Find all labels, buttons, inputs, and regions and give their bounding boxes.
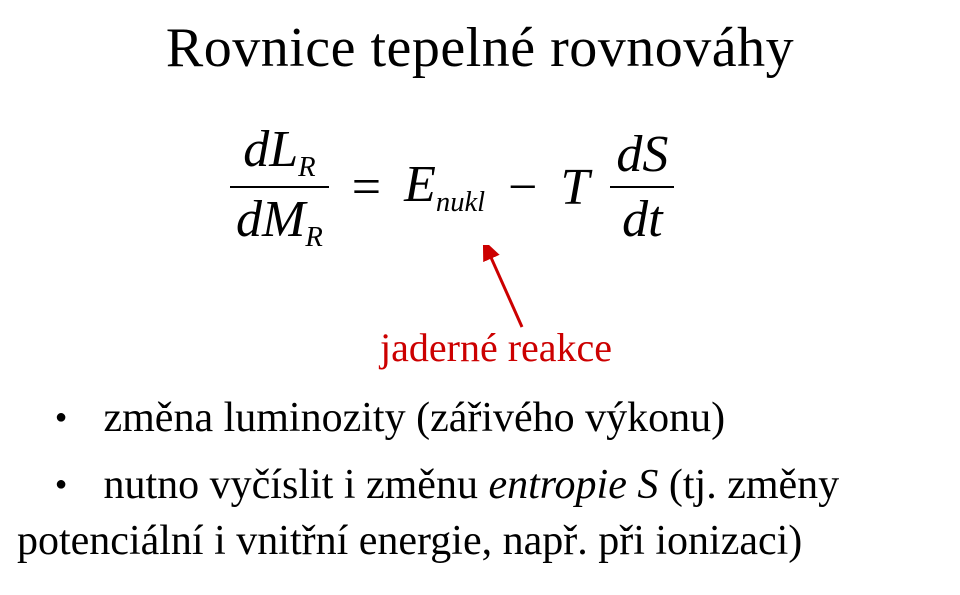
annotation-label: jaderné reakce (380, 324, 612, 371)
R-subscript: R (298, 152, 315, 183)
S-var: S (642, 126, 668, 183)
E-var: E (404, 156, 436, 213)
annotation-arrow (478, 245, 538, 335)
slide-title: Rovnice tepelné rovnováhy (0, 16, 960, 80)
d-letter: d (236, 191, 262, 248)
d-letter: d (622, 191, 648, 248)
list-item: změna luminozity (zářivého výkonu) (55, 390, 940, 447)
L-var: L (269, 121, 298, 178)
E-term: Enukl (404, 155, 485, 219)
arrow-icon (478, 245, 538, 335)
minus-sign: − (498, 158, 547, 217)
bullet-list: změna luminozity (zářivého výkonu) nutno… (55, 390, 940, 580)
d-letter: d (616, 126, 642, 183)
bullet-text: (tj. změny (658, 462, 839, 508)
entropy-term: entropie S (488, 462, 658, 508)
equation: dLR dMR = Enukl − T dS dt (230, 120, 810, 250)
slide: Rovnice tepelné rovnováhy dLR dMR = Enuk… (0, 0, 960, 595)
rhs-fraction: dS dt (610, 125, 674, 249)
R-subscript: R (305, 222, 322, 253)
list-item: nutno vyčíslit i změnu entropie S (tj. z… (55, 457, 940, 570)
lhs-fraction: dLR dMR (230, 120, 329, 254)
equals-sign: = (342, 158, 391, 217)
bullet-text: nutno vyčíslit i změnu (104, 462, 489, 508)
bullet-text: změna luminozity (zářivého výkonu) (104, 395, 726, 441)
d-letter: d (243, 121, 269, 178)
t-var: t (648, 191, 662, 248)
T-var: T (560, 158, 589, 217)
M-var: M (262, 191, 305, 248)
nukl-subscript: nukl (436, 187, 485, 218)
bullet-text: potenciální i vnitřní energie, např. při… (17, 518, 802, 564)
